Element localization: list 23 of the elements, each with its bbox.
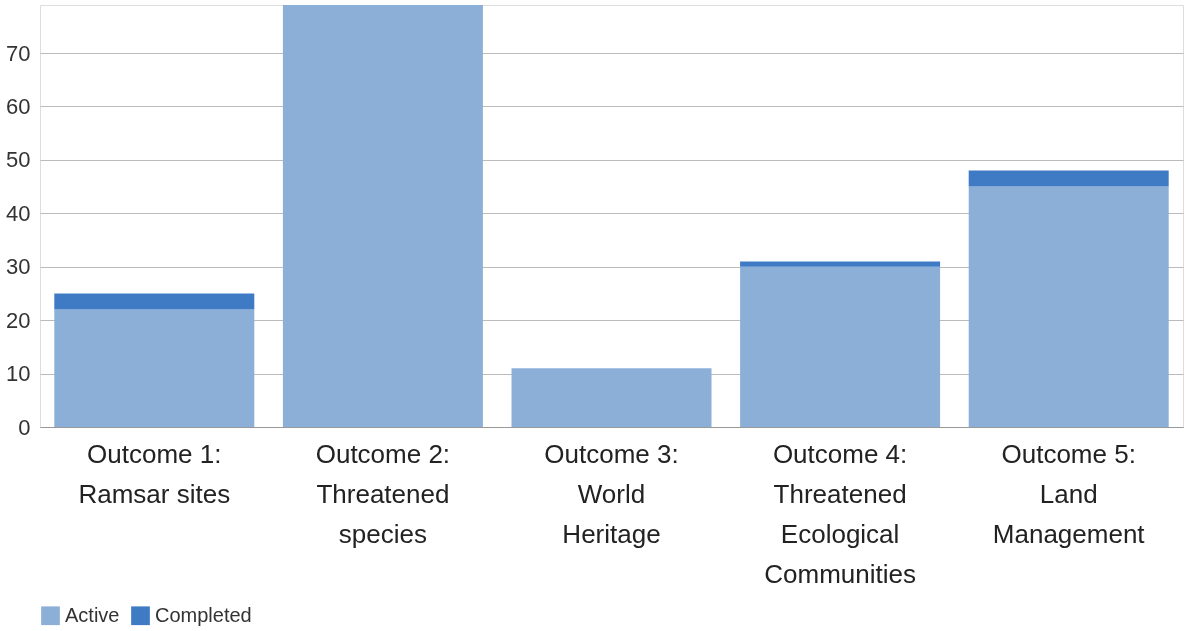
y-tick-label: 40 [6, 200, 31, 226]
y-tick-label: 50 [6, 147, 31, 173]
x-tick-label: Outcome 3: World Heritage [544, 438, 679, 549]
bar [968, 186, 1169, 427]
legend-label: Active [65, 603, 120, 626]
legend-label: Completed [155, 603, 252, 626]
y-tick-label: 60 [6, 93, 31, 119]
bar [740, 261, 941, 267]
y-tick-label: 70 [6, 40, 31, 66]
x-tick-label: Outcome 5: Land Management [992, 438, 1146, 549]
bar [740, 266, 941, 427]
y-tick-label: 30 [6, 254, 31, 280]
x-tick-label: Outcome 2: Threatened species [315, 438, 451, 549]
bar [968, 170, 1169, 187]
bar [54, 293, 255, 310]
y-tick-label: 20 [6, 307, 31, 333]
y-tick-label: 10 [6, 361, 31, 387]
bar [511, 368, 712, 427]
y-tick-label: 0 [18, 414, 31, 440]
bar [54, 309, 255, 427]
x-tick-label: Outcome 1: Ramsar sites [78, 438, 231, 509]
bar [282, 5, 483, 427]
x-tick-label: Outcome 4: Threatened Ecological Communities [764, 438, 916, 589]
